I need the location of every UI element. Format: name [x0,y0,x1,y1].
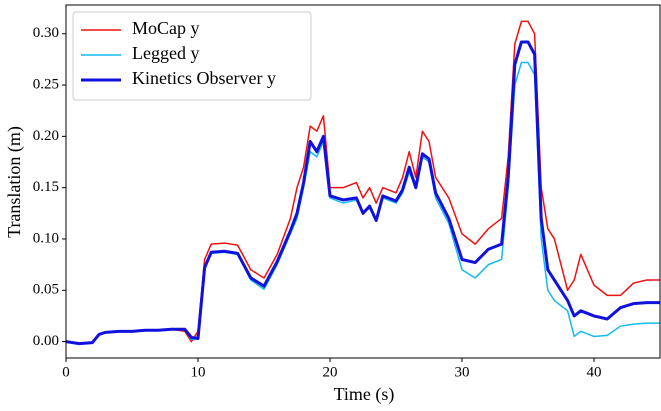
x-tick-label: 10 [191,364,206,380]
legend-label: Kinetics Observer y [132,68,276,88]
x-tick-label: 30 [455,364,470,380]
x-tick-label: 0 [62,364,70,380]
y-tick-label: 0.10 [33,230,59,246]
series-line [66,40,660,346]
y-tick-label: 0.15 [33,179,59,195]
y-tick-label: 0.20 [33,128,59,144]
legend-label: MoCap y [132,18,200,38]
plot-frame [65,4,661,359]
y-tick-label: 0.00 [33,333,59,349]
x-axis-label: Time (s) [334,384,395,405]
y-tick-label: 0.25 [33,76,59,92]
y-tick-label: 0.30 [33,25,59,41]
x-tick-label: 40 [587,364,602,380]
series-line [66,20,660,345]
legend-box [72,11,312,101]
y-axis-label: Translation (m) [4,126,25,238]
y-tick-label: 0.05 [33,282,59,298]
x-tick-label: 20 [323,364,338,380]
series-line [66,61,660,345]
legend: MoCap y Legged y Kinetics Observer y [72,11,312,101]
legend-label: Legged y [132,43,199,63]
